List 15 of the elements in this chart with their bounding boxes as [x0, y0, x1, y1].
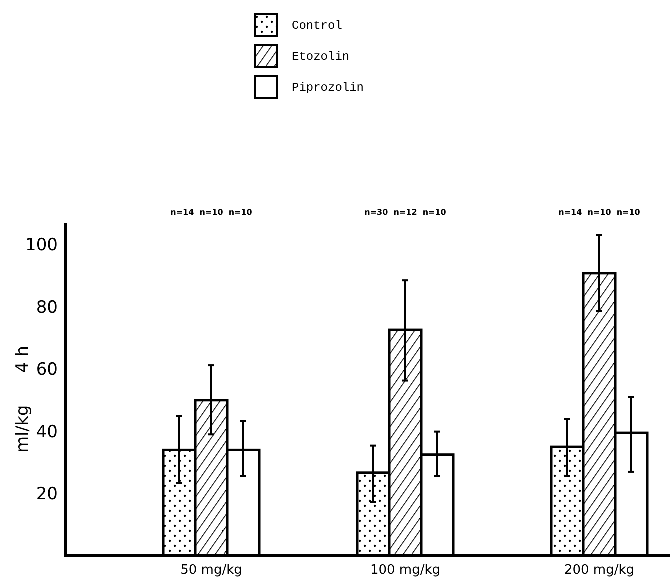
x-tick-label: 100 mg/kg: [370, 563, 441, 577]
x-tick-label: 200 mg/kg: [564, 563, 635, 577]
y-tick-label: 20: [36, 484, 58, 505]
text: n=30 n=12 n=10: [364, 208, 447, 217]
text: n=14 n=10 n=10: [558, 208, 641, 217]
legend-label: Control: [292, 19, 342, 33]
legend-label: Piprozolin: [292, 81, 364, 95]
y-tick-label: 60: [36, 360, 58, 380]
text: n=14 n=10 n=10: [170, 208, 253, 217]
y-axis-title: ml/kg 4 h: [13, 346, 33, 454]
y-tick-label: 80: [36, 298, 58, 318]
legend-label: Etozolin: [292, 50, 350, 64]
x-tick-label: 50 mg/kg: [180, 563, 242, 577]
y-tick-label: 40: [36, 422, 58, 442]
y-tick-label: 100: [26, 236, 58, 256]
